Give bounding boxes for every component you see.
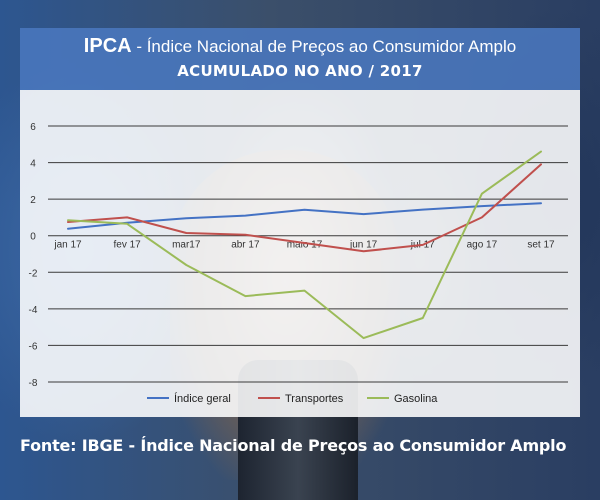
x-tick-label: fev 17	[114, 240, 142, 251]
header-banner: IPCA - Índice Nacional de Preços ao Cons…	[20, 28, 580, 90]
y-tick-label: -2	[29, 268, 38, 279]
chart-title: IPCA - Índice Nacional de Preços ao Cons…	[20, 35, 580, 58]
line-chart: 6 4 2 0 -2 -4 -6 -8 jan 17 fev 17 mar17 abr 17 maio …	[29, 122, 568, 405]
y-tick-label: -8	[29, 378, 38, 389]
series-line	[67, 150, 542, 340]
legend-label: Índice geral	[174, 392, 231, 405]
source-caption: Fonte: IBGE - Índice Nacional de Preços …	[20, 436, 567, 455]
x-tick-label: jun 17	[349, 240, 378, 251]
title-rest: - Índice Nacional de Preços ao Consumido…	[131, 37, 517, 56]
x-tick-label: mar17	[172, 240, 201, 251]
x-tick-label: jan 17	[53, 240, 82, 251]
x-tick-label: ago 17	[467, 240, 498, 251]
series-line	[67, 163, 542, 253]
chart-panel: 6 4 2 0 -2 -4 -6 -8 jan 17 fev 17 mar17 abr 17 maio …	[20, 90, 580, 417]
y-tick-label: 0	[30, 232, 36, 243]
y-tick-label: -4	[29, 305, 38, 316]
y-tick-label: -6	[29, 341, 38, 352]
x-tick-label: abr 17	[231, 240, 260, 251]
y-tick-label: 4	[30, 159, 36, 170]
chart-subtitle: ACUMULADO NO ANO / 2017	[177, 62, 423, 80]
y-tick-label: 6	[30, 122, 36, 133]
legend-label: Gasolina	[394, 393, 438, 405]
y-tick-label: 2	[30, 195, 36, 206]
title-strong: IPCA	[83, 35, 132, 57]
x-tick-label: set 17	[527, 240, 555, 251]
x-tick-label: maio 17	[287, 240, 323, 251]
legend-label: Transportes	[285, 393, 344, 405]
series-line	[67, 202, 542, 230]
